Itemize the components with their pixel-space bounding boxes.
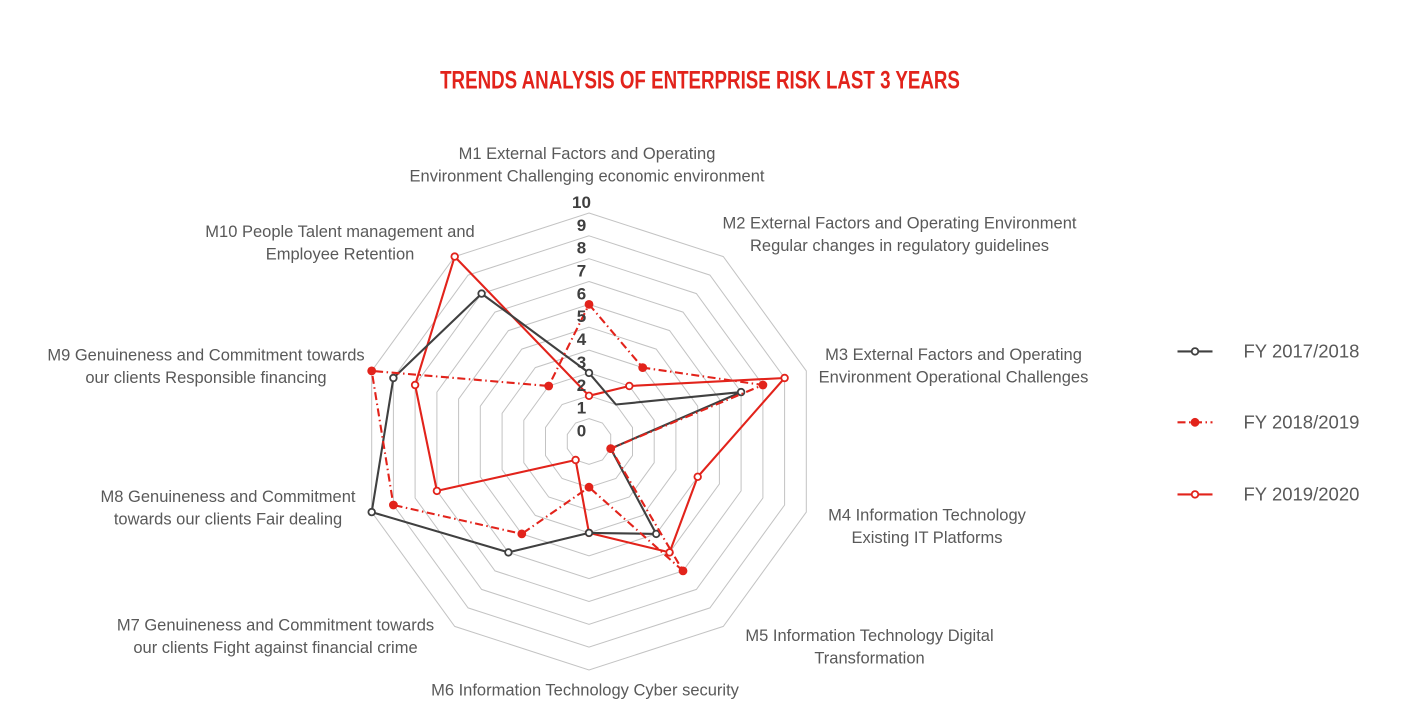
svg-text:FY 2019/2020: FY 2019/2020 — [1244, 484, 1360, 505]
svg-text:FY 2018/2019: FY 2018/2019 — [1244, 412, 1360, 433]
svg-text:M7 Genuineness and Commitment: M7 Genuineness and Commitment towards — [117, 616, 434, 634]
svg-text:Regular changes in regulatory: Regular changes in regulatory guidelines — [750, 237, 1049, 255]
svg-text:our clients Responsible financ: our clients Responsible financing — [85, 369, 326, 387]
svg-text:TRENDS ANALYSIS OF ENTERPRISE: TRENDS ANALYSIS OF ENTERPRISE RISK LAST … — [440, 66, 960, 94]
svg-text:M4 Information Technology: M4 Information Technology — [828, 506, 1027, 524]
svg-text:7: 7 — [577, 262, 586, 281]
svg-text:FY 2017/2018: FY 2017/2018 — [1244, 341, 1360, 362]
svg-text:Employee Retention: Employee Retention — [266, 245, 415, 263]
svg-text:M2 External Factors and Operat: M2 External Factors and Operating Enviro… — [722, 214, 1076, 232]
svg-text:M9 Genuineness and Commitment: M9 Genuineness and Commitment towards — [47, 346, 364, 364]
svg-text:towards our clients Fair deali: towards our clients Fair dealing — [114, 510, 342, 528]
svg-text:Environment Operational Challe: Environment Operational Challenges — [819, 368, 1089, 386]
svg-text:9: 9 — [577, 216, 586, 235]
svg-text:M6 Information Technology Cybe: M6 Information Technology Cyber security — [431, 681, 740, 699]
svg-text:2: 2 — [577, 376, 586, 395]
svg-text:0: 0 — [577, 422, 586, 441]
svg-text:M8 Genuineness and Commitment: M8 Genuineness and Commitment — [101, 488, 356, 506]
svg-text:M10 People Talent management a: M10 People Talent management and — [205, 223, 474, 241]
svg-text:5: 5 — [577, 307, 586, 326]
svg-text:8: 8 — [577, 239, 586, 258]
svg-text:Existing IT Platforms: Existing IT Platforms — [852, 529, 1003, 547]
svg-text:Transformation: Transformation — [814, 649, 924, 667]
svg-text:4: 4 — [577, 330, 587, 349]
svg-text:3: 3 — [577, 353, 586, 372]
svg-text:6: 6 — [577, 284, 586, 303]
svg-text:M3 External Factors and Operat: M3 External Factors and Operating — [825, 346, 1082, 364]
svg-text:M1 External Factors and Operat: M1 External Factors and Operating — [459, 145, 716, 163]
svg-text:1: 1 — [577, 399, 586, 418]
svg-text:M5 Information Technology Digi: M5 Information Technology Digital — [745, 627, 993, 645]
svg-text:Environment Challenging econom: Environment Challenging economic environ… — [410, 167, 765, 185]
svg-text:our clients Fight against fina: our clients Fight against financial crim… — [133, 639, 417, 657]
svg-text:10: 10 — [572, 193, 591, 212]
